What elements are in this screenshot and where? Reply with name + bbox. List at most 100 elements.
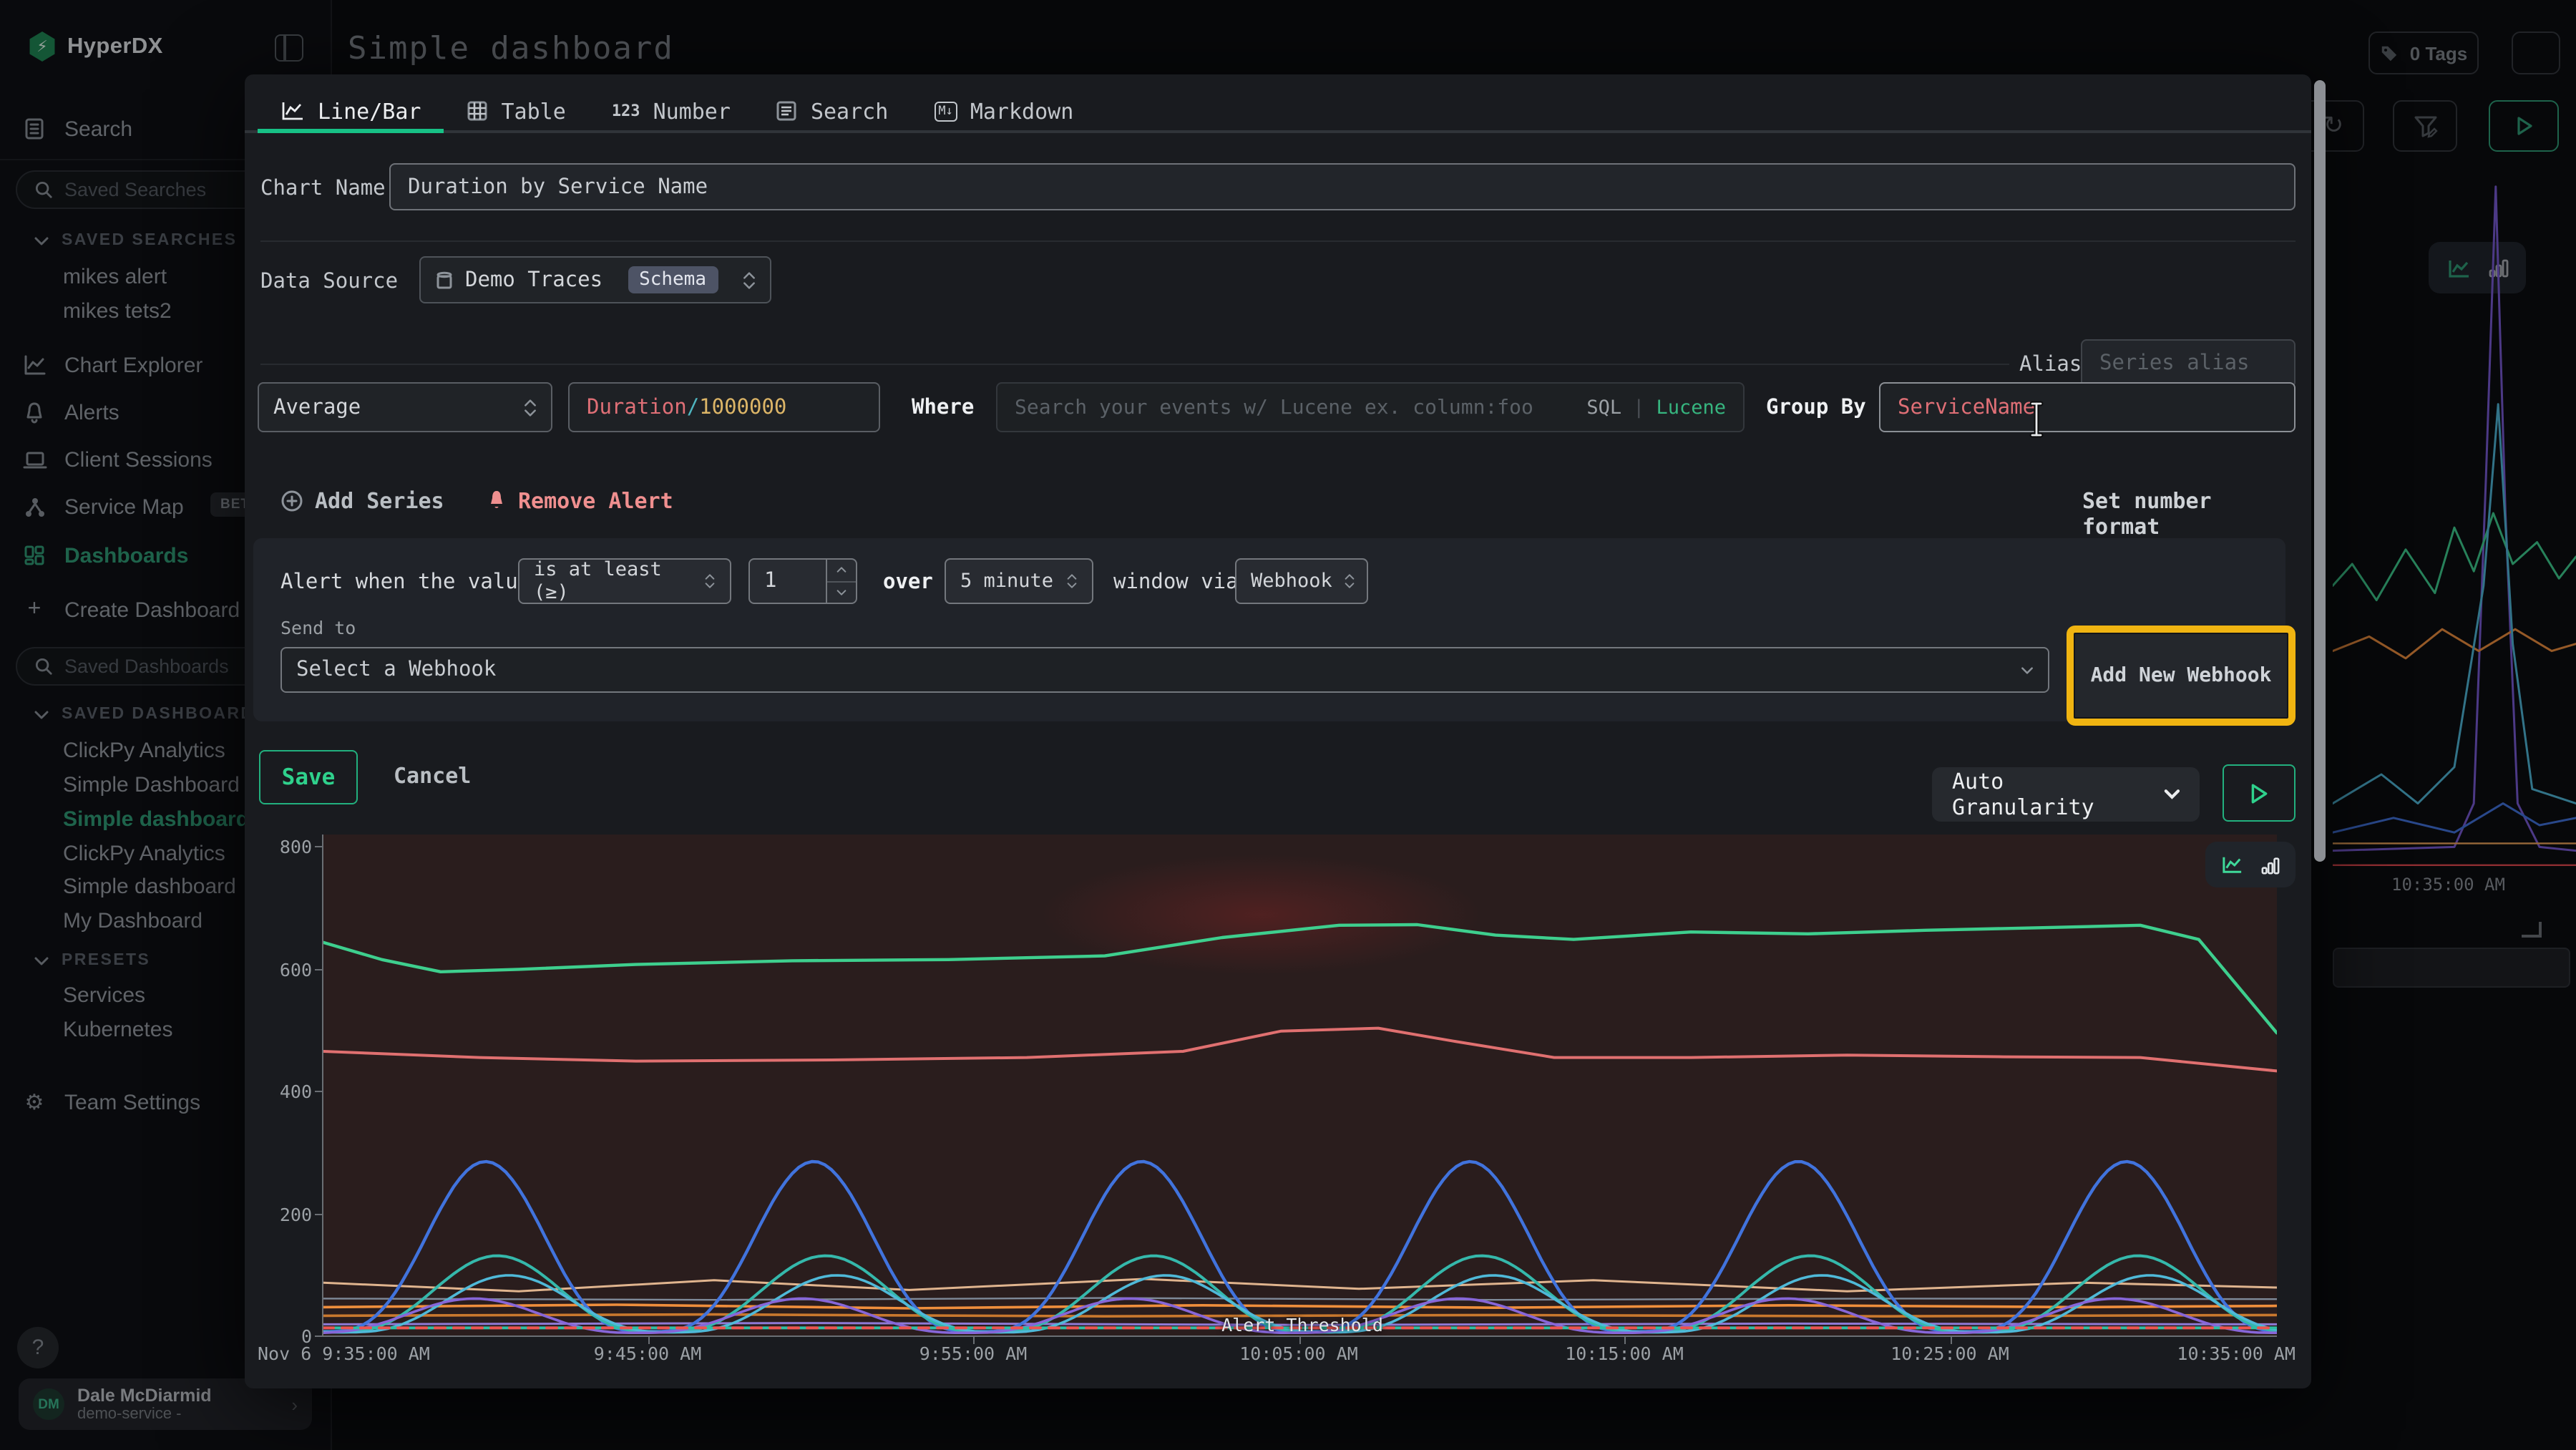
play-icon — [2517, 117, 2532, 135]
sidebar-item-label: Search — [64, 117, 133, 141]
alert-window-select[interactable]: 5 minute — [945, 558, 1093, 604]
number-spinner[interactable] — [826, 560, 856, 603]
saved-search-item[interactable]: mikes alert — [63, 265, 167, 289]
group-by-input[interactable]: ServiceName — [1879, 382, 2296, 432]
select-chevrons-icon — [704, 574, 716, 588]
webhook-select[interactable]: Select a Webhook — [280, 647, 2049, 693]
chart-series-canvas — [323, 923, 2277, 1335]
sidebar-item-team-settings[interactable]: ⚙ Team Settings — [0, 1085, 331, 1119]
chart-type-tabs: Line/Bar Table 123 Number Search M↓ Mark… — [245, 92, 2311, 133]
line-chart-icon — [2223, 857, 2242, 873]
dashboard-item[interactable]: My Dashboard — [63, 909, 203, 933]
chevron-down-icon — [2021, 666, 2034, 673]
x-tick-mark — [973, 1337, 975, 1344]
alert-threshold-label: Alert Threshold — [1221, 1314, 1383, 1335]
bell-icon — [491, 491, 502, 508]
alias-input[interactable]: Series alias — [2081, 339, 2296, 388]
x-tick-mark — [648, 1337, 649, 1344]
sidebar-item-client-sessions[interactable]: Client Sessions — [0, 442, 331, 477]
remove-alert-button[interactable]: Remove Alert — [487, 488, 673, 514]
bell-icon — [21, 399, 47, 425]
y-tick-mark — [315, 1213, 323, 1215]
tab-search[interactable]: Search — [753, 92, 911, 130]
sidebar-item-service-map[interactable]: Service Map — [0, 490, 331, 524]
granularity-select[interactable]: Auto Granularity — [1932, 767, 2200, 822]
table-icon — [468, 101, 487, 121]
preview-chart-type-toggle[interactable] — [2205, 842, 2296, 887]
avatar: DM — [33, 1388, 64, 1420]
x-tick-label: 9:45:00 AM — [593, 1343, 702, 1364]
tab-line-bar[interactable]: Line/Bar — [258, 92, 445, 133]
play-icon — [2251, 783, 2268, 803]
y-tick-mark — [315, 1335, 323, 1337]
x-tick-mark — [1624, 1337, 1626, 1344]
dashboard-item[interactable]: Simple dashboard — [63, 875, 236, 899]
more-options-button[interactable] — [2512, 31, 2560, 74]
dashboard-item[interactable]: Simple Dashboard — [63, 773, 240, 797]
alert-config-panel: Alert when the value is at least (≥) 1 o… — [253, 538, 2285, 721]
cancel-button[interactable]: Cancel — [394, 763, 472, 789]
tab-table[interactable]: Table — [444, 92, 589, 130]
group-by-label: Group By — [1766, 396, 1866, 419]
user-menu[interactable]: DM Dale McDiarmid demo-service - › — [19, 1378, 312, 1430]
chevron-down-icon — [34, 236, 49, 245]
bg-panel-strip[interactable] — [2333, 948, 2570, 988]
preset-item[interactable]: Services — [63, 983, 146, 1008]
line-chart-icon — [282, 102, 303, 120]
saved-search-item[interactable]: mikes tets2 — [63, 299, 172, 323]
x-tick-label: 9:55:00 AM — [919, 1343, 1028, 1364]
create-dashboard-button[interactable]: + Create Dashboard — [0, 593, 331, 627]
x-tick-label: 10:05:00 AM — [1239, 1343, 1358, 1364]
dashboard-item-active[interactable]: Simple dashboard — [63, 807, 250, 832]
plus-circle-icon — [281, 490, 303, 512]
add-new-webhook-button-highlighted[interactable]: Add New Webhook — [2067, 626, 2296, 726]
sidebar-collapse-button[interactable] — [275, 34, 303, 62]
dashboard-item[interactable]: ClickPy Analytics — [63, 739, 225, 763]
query-language-toggle[interactable]: SQL | Lucene — [1586, 396, 1726, 419]
alert-threshold-input[interactable]: 1 — [748, 558, 857, 604]
filter-button[interactable] — [2393, 100, 2457, 152]
y-tick-label: 600 — [279, 958, 312, 980]
data-source-select[interactable]: Demo Traces Schema — [419, 256, 771, 303]
select-chevrons-icon — [1344, 574, 1355, 588]
set-number-format-button[interactable]: Set number format — [2082, 488, 2212, 540]
presets-header[interactable]: PRESETS — [34, 952, 150, 969]
data-source-label: Data Source — [260, 271, 399, 293]
preset-item[interactable]: Kubernetes — [63, 1018, 173, 1042]
alert-channel-select[interactable]: Webhook — [1235, 558, 1368, 604]
tab-number[interactable]: 123 Number — [611, 98, 731, 124]
save-button[interactable]: Save — [259, 750, 358, 804]
sidebar-item-dashboards[interactable]: Dashboards — [0, 538, 331, 573]
tab-markdown[interactable]: M↓ Markdown — [911, 92, 1096, 130]
gear-icon: ⚙ — [24, 1089, 44, 1115]
brand-name: HyperDX — [67, 34, 163, 58]
live-play-button[interactable] — [2489, 100, 2559, 152]
chart-preview-plot — [322, 835, 2277, 1337]
background-chart — [2333, 185, 2576, 866]
brand[interactable]: ⚡ HyperDX — [29, 31, 163, 62]
sidebar-item-search[interactable]: Search — [0, 112, 331, 146]
aggregation-select[interactable]: Average — [258, 382, 552, 432]
modal-scrollbar[interactable] — [2314, 80, 2326, 862]
sidebar-item-alerts[interactable]: Alerts — [0, 395, 331, 429]
over-label: over — [883, 571, 933, 594]
field-expression-input[interactable]: Duration/1000000 — [568, 382, 880, 432]
x-tick-mark — [1299, 1337, 1300, 1344]
y-tick-mark — [315, 846, 323, 847]
sidebar-item-chart-explorer[interactable]: Chart Explorer — [0, 348, 331, 382]
run-query-button[interactable] — [2223, 764, 2296, 822]
saved-searches-header[interactable]: SAVED SEARCHES — [34, 232, 237, 249]
dashboards-grid-icon — [21, 542, 47, 568]
chevron-right-icon: › — [291, 1393, 298, 1415]
number-123-icon: 123 — [611, 102, 640, 120]
chart-name-input[interactable]: Duration by Service Name — [389, 163, 2296, 210]
help-button[interactable]: ? — [17, 1327, 59, 1368]
add-series-button[interactable]: Add Series — [280, 488, 444, 514]
x-tick-label: 10:35:00 AM — [2177, 1343, 2296, 1364]
tags-button[interactable]: 0 Tags — [2368, 31, 2479, 74]
text-cursor-pointer — [2029, 401, 2044, 438]
alert-comparator-select[interactable]: is at least (≥) — [518, 558, 731, 604]
dashboard-item[interactable]: ClickPy Analytics — [63, 842, 225, 866]
saved-dashboards-header[interactable]: SAVED DASHBOARDS — [34, 706, 267, 723]
where-search-input[interactable]: Search your events w/ Lucene ex. column:… — [996, 382, 1745, 432]
